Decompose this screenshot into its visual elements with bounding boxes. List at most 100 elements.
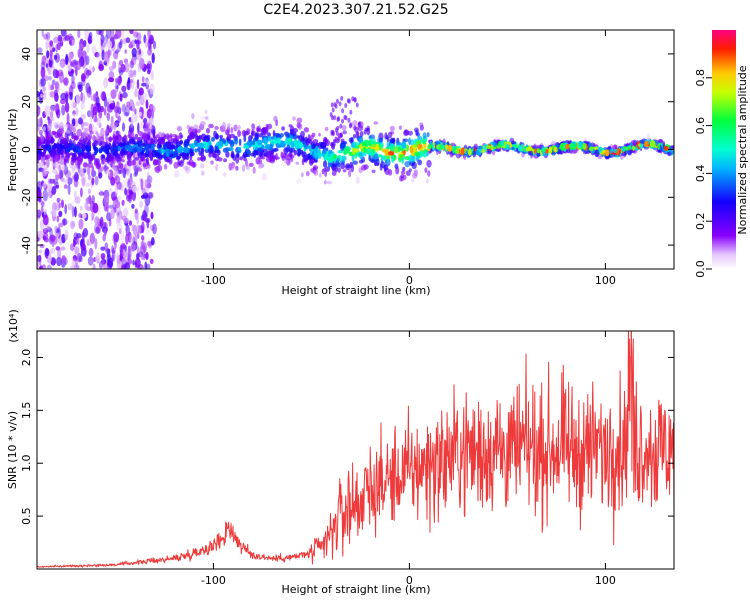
spectrogram-cell <box>337 116 341 122</box>
spectrogram-cell <box>144 127 150 132</box>
spectrogram-cell <box>393 146 399 154</box>
spectrogram-cell <box>318 154 322 159</box>
spectrogram-cell <box>42 91 47 101</box>
spectrogram-cell <box>40 77 46 87</box>
spectrogram-cell <box>131 203 135 209</box>
spectrogram-cell <box>42 189 48 202</box>
spectrogram-cell <box>112 233 117 245</box>
spectrogram-cell <box>128 79 134 84</box>
spectrogram-cell <box>243 131 249 136</box>
spectrogram-cell <box>73 174 77 182</box>
spectrogram-cell <box>128 220 132 226</box>
spectrogram-cell <box>348 151 353 157</box>
spectrogram-panel: -100 0 100 -40 -20 0 20 40 Height of straight … <box>6 29 675 297</box>
spectrogram-cell <box>146 171 150 179</box>
spectrogram-cell <box>468 148 472 157</box>
spectrogram-cell <box>296 117 303 124</box>
spectrogram-cell <box>88 123 93 133</box>
spectrogram-cell <box>405 144 410 152</box>
spectrogram-cell <box>106 101 110 112</box>
spectrogram-cell <box>200 152 205 157</box>
spectrogram-cell <box>87 35 93 45</box>
spectrogram-cell <box>387 151 392 156</box>
spectrogram-cell <box>84 30 89 40</box>
spectrogram-cell <box>91 45 97 55</box>
snr-frame <box>36 330 675 570</box>
spectrogram-cell <box>71 75 75 84</box>
spectrogram-cell <box>127 247 132 259</box>
spectrogram-cell <box>107 153 111 158</box>
spectrogram-cell <box>526 146 532 152</box>
spectrogram-cell <box>49 43 54 52</box>
spectrogram-cell <box>178 160 184 167</box>
spectrogram-cell <box>41 168 45 174</box>
spectrogram-cell <box>341 108 345 114</box>
spectrogram-cell <box>121 85 127 93</box>
spectrogram-cell <box>148 191 154 199</box>
spectrogram-y-label: Frequency (Hz) <box>6 109 19 192</box>
spectrogram-cell <box>45 249 50 257</box>
spectrogram-cell <box>49 91 56 98</box>
spectrogram-cell <box>47 148 52 152</box>
spectrogram-cell <box>85 182 91 187</box>
spectrogram-cell <box>75 60 81 71</box>
spectrogram-cell <box>64 101 70 113</box>
spectrogram-cell <box>111 245 114 254</box>
spectrogram-cell <box>82 228 89 238</box>
spectrogram-cell <box>147 192 153 199</box>
spectrogram-cell <box>137 185 140 196</box>
spectrogram-cell <box>44 105 51 117</box>
spectrogram-cell <box>646 133 651 141</box>
spectrogram-cell <box>129 60 135 69</box>
spectrogram-cell <box>141 235 145 241</box>
spectrogram-cell <box>45 226 52 233</box>
spectrogram-cell <box>93 117 98 123</box>
spectrogram-cell <box>255 150 259 156</box>
spectrogram-cell <box>99 189 103 197</box>
spectrogram-cell <box>133 31 139 38</box>
snr-y-multiplier: (x10⁴) <box>7 309 20 343</box>
spectrogram-cell <box>450 142 456 147</box>
spectrogram-cell <box>111 155 115 160</box>
spectrogram-cell <box>110 208 115 220</box>
spectrogram-cell <box>229 163 235 171</box>
spectrogram-cell <box>129 41 133 48</box>
spectrogram-cell <box>319 172 322 178</box>
spectrogram-cell <box>113 142 116 149</box>
spectrogram-cell <box>37 230 44 239</box>
spectrogram-cell <box>359 130 364 138</box>
spectrogram-cell <box>73 240 76 248</box>
spectrogram-cell <box>366 127 371 136</box>
spectrogram-cell <box>331 170 337 177</box>
spectrogram-cell <box>356 130 360 136</box>
spectrogram-cell <box>153 136 158 145</box>
spectrogram-cell <box>279 133 284 138</box>
spectrogram-cell <box>137 153 142 159</box>
spectrogram-cell <box>329 149 333 154</box>
spectrogram-cell <box>124 49 127 54</box>
spectrogram-cell <box>125 37 131 44</box>
spectrogram-cell <box>204 109 208 115</box>
spectrogram-cell <box>361 141 366 147</box>
x-tick-label: -100 <box>201 274 226 287</box>
spectrogram-cell <box>39 117 43 127</box>
spectrogram-cell <box>272 130 276 137</box>
spectrogram-cell <box>486 145 492 149</box>
spectrogram-cell <box>389 125 395 132</box>
spectrogram-cell <box>257 164 262 169</box>
spectrogram-cell <box>66 147 71 153</box>
spectrogram-cell <box>150 105 156 113</box>
x-tick-label: 100 <box>595 274 616 287</box>
spectrogram-cell <box>96 252 100 262</box>
spectrogram-cell <box>337 149 344 154</box>
spectrogram-cell <box>109 136 112 143</box>
spectrogram-cell <box>87 256 94 266</box>
spectrogram-cell <box>387 131 393 139</box>
spectrogram-cell <box>64 229 69 241</box>
spectrogram-cell <box>138 147 143 152</box>
spectrogram-cell <box>48 186 51 198</box>
spectrogram-cell <box>410 155 415 163</box>
spectrogram-cell <box>315 142 320 147</box>
spectrogram-cell <box>140 157 144 161</box>
snr-y-axis: 0.5 1.0 1.5 2.0 <box>20 349 674 525</box>
